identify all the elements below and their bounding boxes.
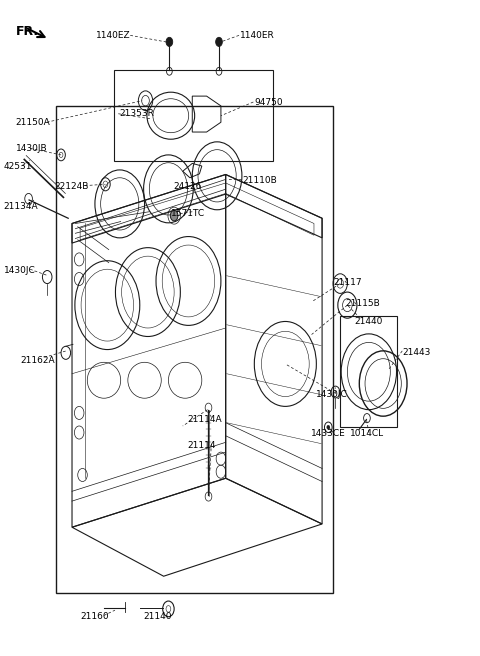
Text: 1014CL: 1014CL (350, 429, 384, 438)
Circle shape (216, 37, 222, 47)
Circle shape (166, 37, 173, 47)
Text: 1571TC: 1571TC (171, 209, 205, 218)
Text: 21115B: 21115B (345, 298, 380, 308)
Text: 94750: 94750 (254, 98, 283, 107)
Text: 1433CE: 1433CE (311, 429, 346, 438)
Bar (114, 70, 274, 161)
Text: FR.: FR. (16, 25, 39, 38)
Text: 21114A: 21114A (188, 415, 222, 424)
Text: 21353R: 21353R (120, 110, 155, 118)
Text: 21134A: 21134A (4, 202, 38, 211)
Text: 42531: 42531 (4, 161, 32, 171)
Circle shape (170, 211, 178, 221)
Text: 21440: 21440 (355, 317, 383, 326)
Text: 21117: 21117 (333, 277, 362, 287)
Text: 21150A: 21150A (16, 117, 50, 127)
Text: 21110B: 21110B (242, 176, 277, 185)
Circle shape (327, 425, 330, 429)
Text: 22124B: 22124B (54, 182, 88, 192)
Bar (340, 316, 397, 427)
Text: 21443: 21443 (402, 348, 431, 358)
Text: 1430JB: 1430JB (16, 144, 48, 153)
Bar (56, 106, 333, 592)
Text: 1430JC: 1430JC (316, 390, 348, 399)
Text: 1140EZ: 1140EZ (96, 31, 130, 40)
Text: 21140: 21140 (144, 612, 172, 621)
Text: 1430JC: 1430JC (4, 266, 36, 275)
Text: 21114: 21114 (188, 441, 216, 450)
Text: 1140ER: 1140ER (240, 31, 275, 40)
Text: 21162A: 21162A (21, 356, 55, 365)
Text: 21160: 21160 (80, 612, 109, 621)
Text: 24126: 24126 (173, 182, 202, 192)
